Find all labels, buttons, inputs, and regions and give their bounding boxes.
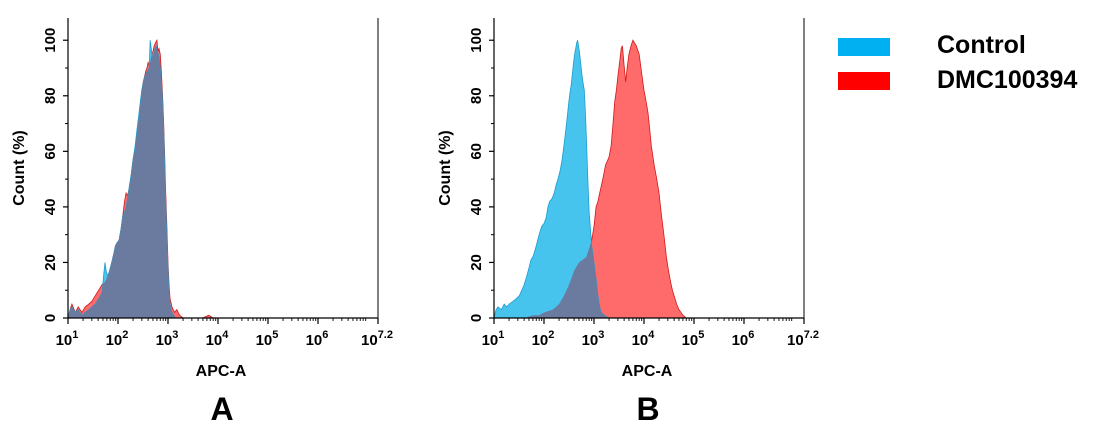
x-tick-label: 106 xyxy=(732,329,755,349)
x-tick-label: 105 xyxy=(682,329,705,349)
y-tick-label: 100 xyxy=(468,28,485,53)
y-tick-label: 20 xyxy=(468,254,485,271)
y-tick-label: 80 xyxy=(468,87,485,104)
panel-label: B xyxy=(636,391,659,427)
y-axis-title: Count (%) xyxy=(437,130,454,206)
legend-swatch-dmc100394 xyxy=(838,72,890,90)
x-tick-label: 103 xyxy=(156,329,179,349)
y-tick-label: 40 xyxy=(468,199,485,216)
y-tick-label: 80 xyxy=(42,87,59,104)
legend-label-control: Control xyxy=(937,31,1026,59)
y-tick-label: 60 xyxy=(42,143,59,160)
x-tick-label: 106 xyxy=(306,329,329,349)
x-tick-label: 107.2 xyxy=(787,329,819,349)
x-axis-title: APC-A xyxy=(622,363,673,380)
y-tick-label: 20 xyxy=(42,254,59,271)
x-tick-label: 107.2 xyxy=(361,329,393,349)
x-axis-title: APC-A xyxy=(196,363,247,380)
y-axis-title: Count (%) xyxy=(11,130,28,206)
x-tick-label: 101 xyxy=(56,329,79,349)
histogram-panel-b: 0 20 40 60 80 100 101 102 103 104 105 106 107.2 APC-A… xyxy=(437,18,819,427)
x-tick-label: 105 xyxy=(256,329,279,349)
legend: Control DMC100394 xyxy=(838,31,1077,94)
series-area-control xyxy=(494,40,804,318)
x-tick-label: 104 xyxy=(206,329,230,349)
y-tick-label: 40 xyxy=(42,199,59,216)
x-tick-label: 104 xyxy=(632,329,656,349)
panel-label: A xyxy=(210,391,233,427)
histogram-panel-a: 0 20 40 60 80 100 101 102 103 104 105 106 107.2 APC-A… xyxy=(11,18,393,427)
x-tick-label: 102 xyxy=(532,329,555,349)
x-tick-label: 102 xyxy=(106,329,129,349)
series-overlap-area xyxy=(68,40,378,318)
y-tick-label: 0 xyxy=(42,314,59,322)
legend-label-dmc100394: DMC100394 xyxy=(937,66,1077,94)
legend-swatch-control xyxy=(838,38,890,56)
y-tick-label: 0 xyxy=(468,314,485,322)
y-tick-label: 100 xyxy=(42,28,59,53)
x-tick-label: 101 xyxy=(482,329,505,349)
y-tick-label: 60 xyxy=(468,143,485,160)
x-tick-label: 103 xyxy=(582,329,605,349)
